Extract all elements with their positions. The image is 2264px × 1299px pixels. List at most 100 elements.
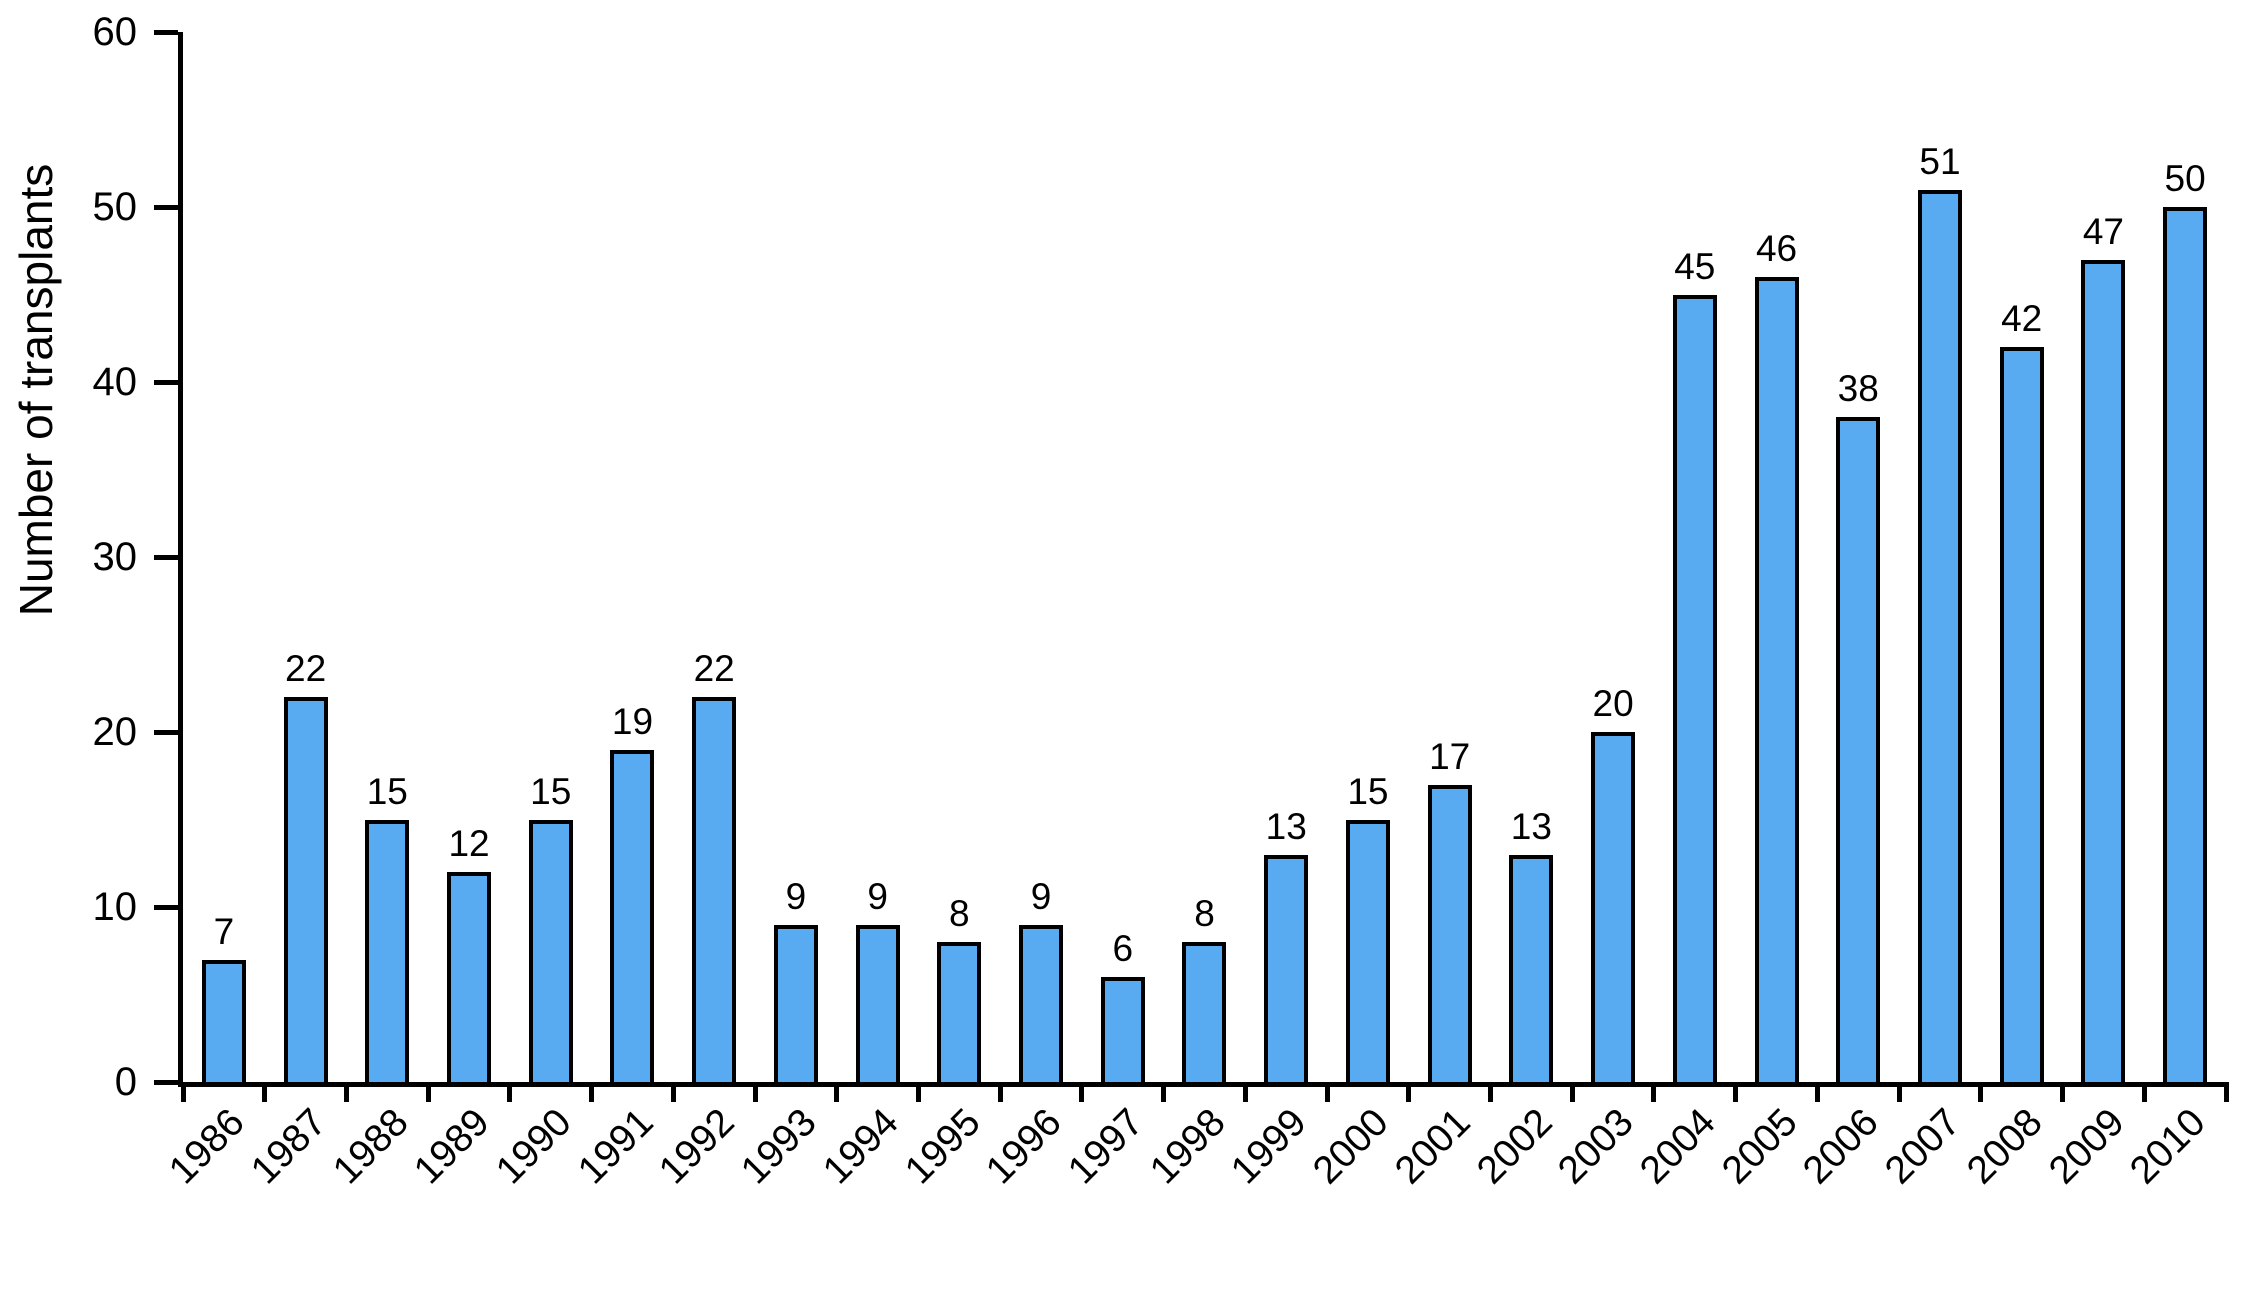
bar (528, 819, 573, 1082)
x-axis-tick-label: 2010 (2122, 1100, 2215, 1193)
bar (2081, 259, 2126, 1082)
y-tick-mark (154, 204, 178, 210)
x-tick-mark (1569, 1082, 1575, 1102)
x-axis-tick-label: 1986 (161, 1100, 253, 1193)
y-tick-mark (154, 729, 178, 735)
bar (1182, 942, 1227, 1082)
x-tick-mark (1324, 1082, 1330, 1102)
x-tick-mark (1079, 1082, 1085, 1102)
x-axis-tick-label: 2004 (1632, 1100, 1724, 1193)
y-tick-mark (154, 554, 178, 560)
x-tick-mark (1896, 1082, 1902, 1102)
bar (692, 697, 737, 1082)
y-tick-mark (154, 29, 178, 35)
bar-value-label: 12 (448, 823, 490, 864)
bar (2163, 207, 2208, 1082)
bar-group: 19 1991 (570, 32, 674, 1193)
y-tick-mark (154, 379, 178, 385)
x-axis-tick-label: 2000 (1305, 1100, 1397, 1193)
x-axis-tick-label: 1995 (896, 1100, 989, 1193)
x-tick-mark (752, 1082, 758, 1102)
bar-group: 9 1993 (733, 32, 837, 1193)
bar-value-label: 13 (1510, 805, 1552, 847)
x-axis-tick-label: 2008 (1958, 1100, 2051, 1193)
x-tick-mark (834, 1082, 840, 1102)
y-tick-label: 60 (92, 10, 138, 54)
bar-group: 50 2010 (2122, 32, 2226, 1192)
x-axis-tick-label: 1988 (324, 1100, 417, 1193)
bar (1345, 819, 1390, 1082)
x-tick-mark (1488, 1082, 1494, 1102)
x-tick-mark (180, 1082, 186, 1102)
x-tick-mark (1651, 1082, 1657, 1102)
bar (1100, 977, 1145, 1082)
bar (1427, 784, 1472, 1082)
bar-value-label: 9 (785, 875, 807, 917)
bar-group: 46 2005 (1714, 32, 1818, 1192)
x-tick-mark (1242, 1082, 1248, 1102)
x-axis-tick-label: 1990 (487, 1100, 580, 1193)
bar-value-label: 45 (1674, 245, 1716, 287)
bar-value-label: 50 (2164, 158, 2206, 199)
bar (1591, 732, 1636, 1082)
bar-group: 22 1987 (243, 32, 347, 1192)
bar-group: 9 1994 (815, 32, 919, 1193)
x-axis-tick-label: 2006 (1795, 1100, 1888, 1193)
x-axis-tick-label: 1987 (242, 1100, 335, 1193)
x-axis-tick-label: 1997 (1059, 1100, 1152, 1193)
y-axis-title: Number of transplants (10, 163, 62, 617)
y-tick-mark (154, 904, 178, 910)
x-axis-tick-label: 1999 (1223, 1100, 1316, 1193)
bar-group: 9 1996 (978, 32, 1082, 1193)
bar (447, 872, 492, 1082)
bar (1836, 417, 1881, 1082)
bar (1999, 347, 2044, 1082)
x-tick-mark (262, 1082, 268, 1102)
bar-value-label: 20 (1592, 683, 1634, 725)
x-tick-mark (1406, 1082, 1412, 1102)
x-axis-tick-label: 2002 (1468, 1100, 1561, 1193)
y-tick-mark (154, 1079, 178, 1085)
bar-group: 8 1998 (1142, 32, 1246, 1192)
bar-value-label: 51 (1919, 140, 1961, 182)
x-tick-mark (670, 1082, 676, 1102)
bar-group: 6 1997 (1060, 32, 1164, 1192)
x-axis-tick-label: 1993 (733, 1100, 825, 1193)
bar-value-label: 38 (1837, 368, 1879, 409)
bar-value-label: 22 (693, 648, 735, 689)
bar-group: 38 2006 (1795, 32, 1899, 1192)
x-tick-mark (1733, 1082, 1739, 1102)
y-tick-label: 40 (92, 360, 138, 404)
x-tick-mark (507, 1082, 513, 1102)
x-tick-mark (2141, 1082, 2147, 1102)
x-axis-tick-label: 1992 (651, 1100, 744, 1193)
bar-value-label: 47 (2082, 210, 2124, 252)
bar-group: 12 1989 (406, 32, 510, 1192)
bar (610, 749, 655, 1082)
bar-group: 15 1988 (325, 32, 428, 1193)
y-tick-label: 10 (92, 885, 138, 929)
plot-area: 7 1986 22 1987 15 1988 12 1989 15 1990 19 1991 22 199… (93, 12, 2229, 1193)
y-tick-label: 20 (92, 710, 138, 754)
bar-group: 47 2009 (2041, 32, 2145, 1193)
x-tick-mark (1161, 1082, 1167, 1102)
y-tick-label: 30 (92, 535, 138, 579)
bar (1917, 189, 1962, 1082)
bar-group: 15 2000 (1305, 32, 1409, 1193)
x-tick-mark (1814, 1082, 1820, 1102)
bar (1264, 854, 1309, 1082)
bar-value-label: 15 (530, 770, 572, 812)
bar (365, 819, 410, 1082)
x-axis-tick-label: 1989 (406, 1100, 499, 1193)
x-axis-tick-label: 1998 (1141, 1100, 1234, 1193)
bar-value-label: 15 (1347, 770, 1389, 812)
bar-group: 15 1990 (488, 32, 592, 1193)
bar-value-label: 9 (1030, 875, 1052, 917)
bar-value-label: 9 (867, 875, 888, 917)
x-axis-tick-label: 2007 (1877, 1100, 1969, 1193)
bar (1754, 277, 1799, 1082)
x-tick-mark (1978, 1082, 1984, 1102)
x-tick-mark (343, 1082, 349, 1102)
x-axis-tick-label: 2005 (1713, 1100, 1806, 1193)
x-axis-tick-label: 2001 (1386, 1100, 1479, 1193)
